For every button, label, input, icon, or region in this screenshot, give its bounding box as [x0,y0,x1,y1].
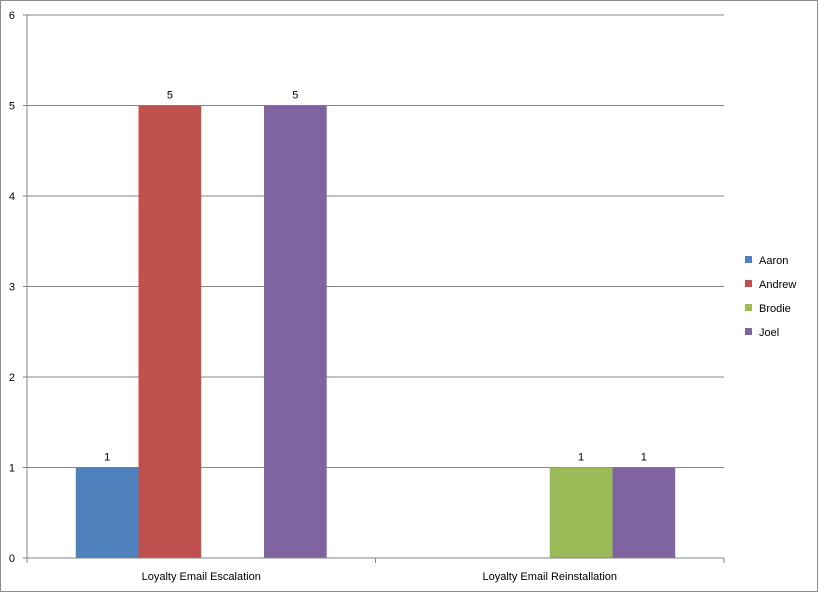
legend-label: Andrew [759,279,796,291]
bar-aaron [75,467,139,558]
legend-label: Joel [759,327,779,339]
bar-brodie [549,467,613,558]
axes [23,14,725,563]
legend-label: Brodie [759,303,791,315]
y-tick-label: 3 [9,282,15,294]
gridlines [27,14,724,468]
legend: Aaron Andrew Brodie Joel [745,255,796,339]
y-tick-label: 0 [9,553,15,565]
y-tick-label: 6 [9,10,15,22]
data-label: 1 [578,452,584,464]
bars [75,105,676,558]
data-label: 5 [167,90,173,102]
data-label: 1 [104,452,110,464]
y-tick-label: 4 [9,191,15,203]
data-labels: 1 5 5 1 1 [104,90,647,464]
data-label: 5 [292,90,298,102]
y-tick-labels: 0 1 2 3 4 5 6 [9,10,15,565]
x-tick-labels: Loyalty Email Escalation Loyalty Email Re… [142,571,617,583]
legend-swatch [745,280,752,287]
y-tick-label: 5 [9,101,15,113]
legend-label: Aaron [759,255,788,267]
y-tick-label: 1 [9,463,15,475]
x-tick-label: Loyalty Email Reinstallation [482,571,617,583]
y-tick-label: 2 [9,372,15,384]
legend-swatch [745,256,752,263]
legend-swatch [745,328,752,335]
legend-swatch [745,304,752,311]
bar-joel [263,105,327,558]
data-label: 1 [641,452,647,464]
bar-andrew [138,105,202,558]
x-tick-label: Loyalty Email Escalation [142,571,261,583]
bar-joel [612,467,676,558]
